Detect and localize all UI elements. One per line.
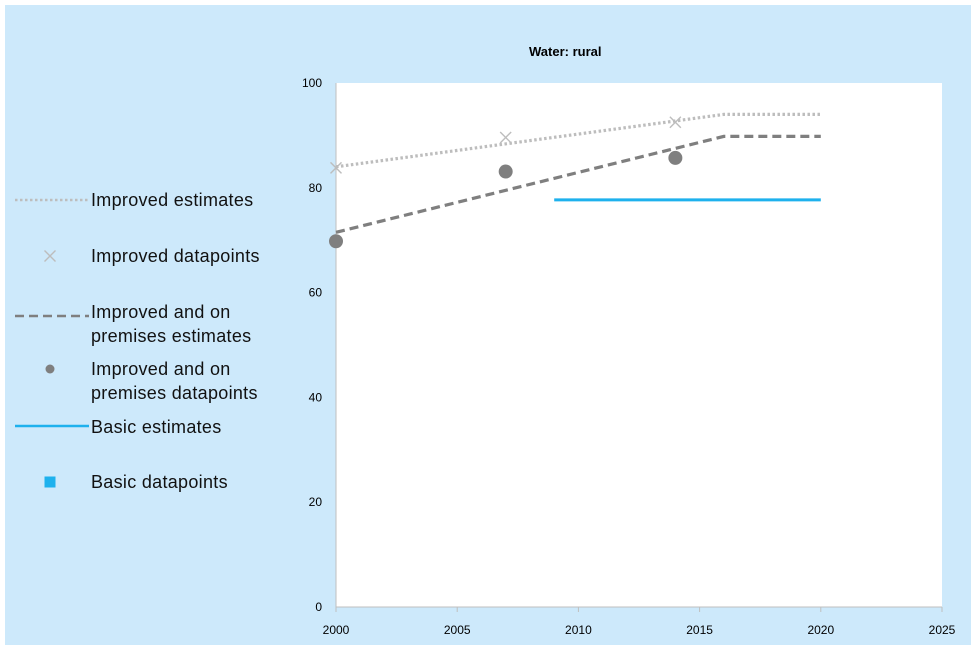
legend-label: Basic estimates xyxy=(91,417,222,437)
series-line-improved-estimates xyxy=(335,112,821,169)
data-point-stroke xyxy=(669,116,682,129)
data-point xyxy=(498,164,513,179)
chart-title: Water: rural xyxy=(529,44,602,59)
data-point xyxy=(669,116,682,129)
legend-label: Improved and on xyxy=(91,359,231,379)
y-tick-label: 40 xyxy=(309,390,323,404)
series-layer xyxy=(329,112,821,249)
data-point xyxy=(499,131,512,144)
plot-area xyxy=(336,83,942,607)
chart-svg: 2000 2005 2010 2015 2020 2025 0 20 40 60 80 100 Imp… xyxy=(15,76,956,637)
y-tick-label: 100 xyxy=(302,76,322,90)
data-point-stroke xyxy=(330,161,342,174)
legend: Improved estimates Improved datapoints Imp… xyxy=(15,190,260,492)
data-point xyxy=(330,161,342,174)
data-point xyxy=(668,150,683,165)
x-tick-label: 2010 xyxy=(565,623,592,637)
legend-label: Improved and on xyxy=(91,302,231,322)
legend-label: Improved datapoints xyxy=(91,246,260,266)
series-line-improved-and-on-premises-estimates xyxy=(335,134,821,234)
y-tick-label: 80 xyxy=(309,181,323,195)
legend-label: premises estimates xyxy=(91,326,251,346)
y-tick-label: 60 xyxy=(309,286,323,300)
legend-symbol-square xyxy=(44,476,56,488)
legend-symbol-circle xyxy=(45,364,55,374)
data-point-stroke xyxy=(499,131,512,144)
legend-label: premises datapoints xyxy=(91,383,258,403)
x-tick-label: 2015 xyxy=(686,623,713,637)
axes: 2000 2005 2010 2015 2020 2025 0 20 40 60 80 100 xyxy=(302,76,956,637)
y-tick-label: 0 xyxy=(315,600,322,614)
x-tick-label: 2020 xyxy=(807,623,834,637)
data-point xyxy=(329,234,343,249)
y-tick-label: 20 xyxy=(309,495,323,509)
legend-label: Basic datapoints xyxy=(91,472,228,492)
x-tick-label: 2005 xyxy=(444,623,471,637)
x-tick-label: 2025 xyxy=(929,623,956,637)
chart-area: Water: rural 2000 2005 2010 2015 2020 2025 0 20… xyxy=(5,5,971,645)
legend-symbol-x xyxy=(44,250,56,262)
legend-symbol-x-stroke xyxy=(44,250,56,262)
legend-label: Improved estimates xyxy=(91,190,253,210)
x-tick-label: 2000 xyxy=(323,623,350,637)
